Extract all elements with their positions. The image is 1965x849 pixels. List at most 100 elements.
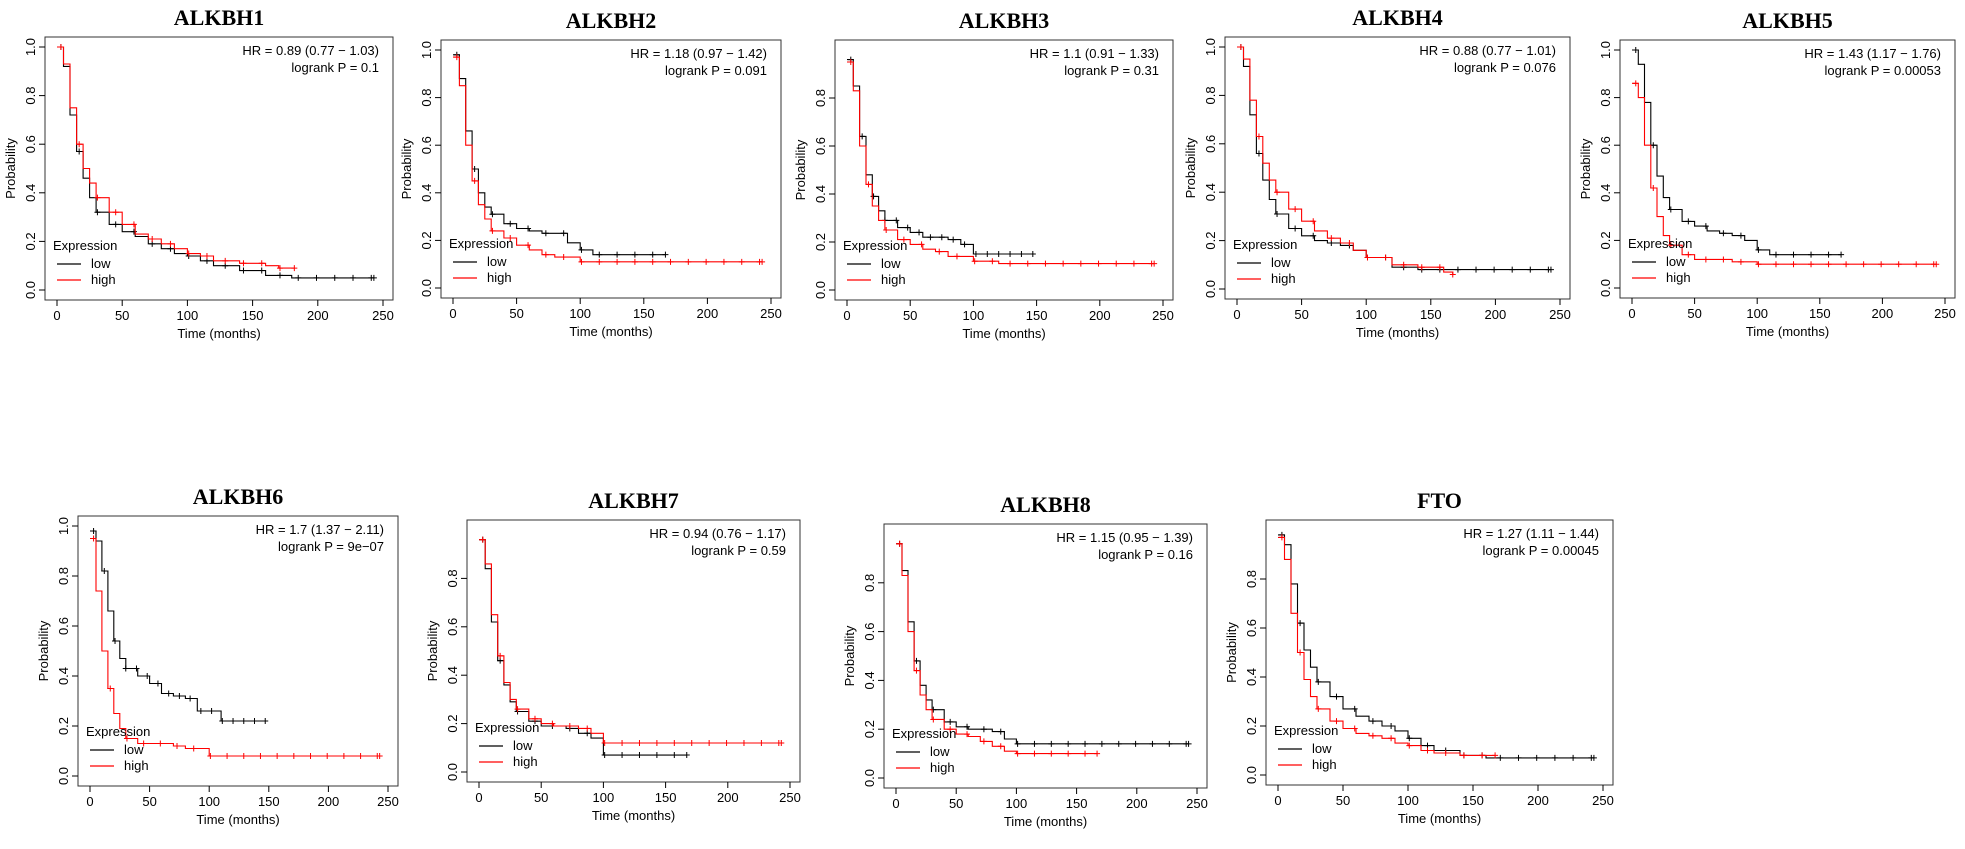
censor-mark-high xyxy=(1702,256,1709,263)
censor-mark-high xyxy=(190,745,197,752)
x-axis-label: Time (months) xyxy=(1356,325,1439,340)
hazard-ratio-text: HR = 1.18 (0.97 − 1.42) xyxy=(630,46,767,61)
censor-mark-low xyxy=(927,234,934,241)
censor-mark-low xyxy=(972,251,979,257)
x-tick-label: 100 xyxy=(1746,306,1768,321)
censor-mark-low xyxy=(1018,251,1025,257)
censor-mark-high xyxy=(1364,254,1371,261)
x-tick-label: 0 xyxy=(1274,793,1281,808)
censor-mark-high xyxy=(1479,752,1486,759)
censor-mark-low xyxy=(240,718,247,724)
legend-title: Expression xyxy=(843,238,907,253)
censor-mark-high xyxy=(1278,534,1285,541)
hazard-ratio-text: HR = 1.1 (0.91 − 1.33) xyxy=(1030,46,1159,61)
censor-mark-high xyxy=(738,258,745,265)
censor-mark-high xyxy=(636,739,643,746)
censor-mark-high xyxy=(649,258,656,265)
censor-mark-high xyxy=(706,739,713,746)
censor-mark-high xyxy=(324,753,331,759)
y-tick-label: 1.0 xyxy=(23,38,38,56)
censor-mark-low xyxy=(1551,754,1558,761)
censor-mark-high xyxy=(1007,260,1014,267)
y-tick-label: 0.4 xyxy=(23,184,38,202)
x-tick-label: 100 xyxy=(177,308,199,323)
x-tick-label: 50 xyxy=(949,796,963,811)
km-panel-fto: FTO 0 50 100 150 200 250 0.0 0.2 0.4 0.6 0.8 Time (m… xyxy=(1224,488,1614,826)
censor-mark-high xyxy=(1808,261,1815,268)
censor-mark-high xyxy=(203,252,210,259)
censor-mark-low xyxy=(1255,150,1262,157)
censor-mark-high xyxy=(291,265,298,272)
plot-frame xyxy=(466,519,801,783)
censor-mark-low xyxy=(1333,693,1340,700)
x-tick-label: 200 xyxy=(1126,796,1148,811)
censor-mark-high xyxy=(1632,80,1639,87)
y-tick-label: 0.2 xyxy=(862,720,877,738)
censor-mark-low xyxy=(1185,740,1192,747)
km-panel-alkbh2: ALKBH2 0 50 100 150 200 250 0.0 0.2 0.4 0.6 0.8 1.0 T… xyxy=(399,8,782,339)
km-curve-high xyxy=(453,56,763,263)
x-tick-label: 50 xyxy=(1294,307,1308,322)
censor-mark-high xyxy=(471,177,478,184)
censor-mark-low xyxy=(560,230,567,237)
censor-mark-high xyxy=(1667,242,1674,249)
legend-label-high: high xyxy=(930,760,955,775)
censor-mark-low xyxy=(984,251,991,257)
plot-frame xyxy=(1265,519,1614,786)
censor-mark-low xyxy=(230,718,237,724)
y-tick-label: 0.4 xyxy=(1203,183,1218,201)
censor-mark-low xyxy=(1065,740,1072,747)
x-axis-label: Time (months) xyxy=(1746,324,1829,339)
panel-title: ALKBH2 xyxy=(566,8,656,33)
censor-mark-low xyxy=(1790,251,1797,258)
censor-mark-low xyxy=(870,193,877,200)
censor-mark-high xyxy=(489,227,496,234)
censor-mark-high xyxy=(1933,261,1940,268)
logrank-p-text: logrank P = 0.076 xyxy=(1454,60,1556,75)
y-tick-label: 0.4 xyxy=(1598,184,1613,202)
x-tick-label: 200 xyxy=(1872,306,1894,321)
censor-mark-high xyxy=(1060,260,1067,267)
y-tick-label: 0.2 xyxy=(1203,232,1218,250)
censor-mark-low xyxy=(1473,266,1480,273)
y-tick-label: 0.8 xyxy=(1203,86,1218,104)
logrank-p-text: logrank P = 9e−07 xyxy=(278,539,384,554)
y-tick-label: 0.4 xyxy=(419,184,434,202)
y-tick-label: 1.0 xyxy=(1203,38,1218,56)
legend-label-high: high xyxy=(1312,757,1337,772)
censor-mark-high xyxy=(1315,705,1322,712)
x-tick-label: 250 xyxy=(779,790,801,805)
censor-mark-low xyxy=(1755,246,1762,253)
censor-mark-high xyxy=(1077,260,1084,267)
censor-mark-low xyxy=(1454,266,1461,273)
censor-mark-low xyxy=(276,272,283,279)
x-tick-label: 150 xyxy=(633,306,655,321)
censor-mark-high xyxy=(514,706,521,713)
km-curve-high xyxy=(479,539,782,744)
censor-mark-high xyxy=(953,253,960,260)
censor-mark-low xyxy=(1667,206,1674,213)
censor-mark-high xyxy=(1755,261,1762,268)
censor-mark-high xyxy=(258,260,265,267)
y-tick-label: 0.2 xyxy=(813,233,828,251)
censor-mark-high xyxy=(274,753,281,759)
censor-mark-high xyxy=(1351,725,1358,732)
censor-mark-low xyxy=(240,267,247,274)
y-tick-label: 0.2 xyxy=(1598,231,1613,249)
censor-mark-high xyxy=(1720,256,1727,263)
censor-mark-high xyxy=(560,254,567,261)
hazard-ratio-text: HR = 0.89 (0.77 − 1.03) xyxy=(242,43,379,58)
censor-mark-high xyxy=(257,753,264,759)
censor-mark-high xyxy=(964,731,971,738)
y-tick-label: 0.0 xyxy=(419,279,434,297)
censor-mark-high xyxy=(759,258,766,265)
censor-mark-low xyxy=(262,718,269,724)
censor-mark-high xyxy=(479,536,486,543)
x-tick-label: 250 xyxy=(1934,306,1956,321)
panel-title: ALKBH6 xyxy=(193,484,283,509)
km-panel-alkbh3: ALKBH3 0 50 100 150 200 250 0.0 0.2 0.4 0.6 0.8 Time… xyxy=(793,8,1174,341)
censor-mark-high xyxy=(157,740,164,747)
km-panel-alkbh6: ALKBH6 0 50 100 150 200 250 0.0 0.2 0.4 0.6 0.8 1.0 T… xyxy=(36,484,399,827)
y-tick-label: 0.6 xyxy=(1598,136,1613,154)
km-curve-high xyxy=(57,46,295,269)
